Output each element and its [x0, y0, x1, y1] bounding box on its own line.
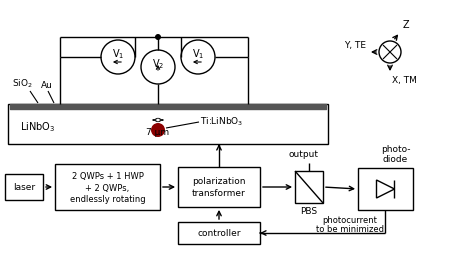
Text: laser: laser — [13, 183, 35, 192]
Text: photocurrent: photocurrent — [323, 216, 377, 225]
Text: PBS: PBS — [301, 207, 318, 216]
Bar — [295, 171, 323, 203]
Bar — [8, 104, 328, 144]
Text: X, TM: X, TM — [392, 76, 417, 85]
Text: output: output — [289, 150, 319, 159]
Circle shape — [151, 123, 165, 137]
Text: to be minimized: to be minimized — [316, 225, 384, 234]
Text: Ti:LiNbO$_3$: Ti:LiNbO$_3$ — [200, 116, 244, 128]
Text: photo-: photo- — [381, 145, 410, 154]
Bar — [178, 222, 260, 244]
Circle shape — [141, 50, 175, 84]
Circle shape — [101, 40, 135, 74]
Text: Au: Au — [41, 81, 53, 90]
Polygon shape — [376, 180, 394, 198]
Text: V$_1$: V$_1$ — [112, 47, 124, 61]
Text: 2 QWPs + 1 HWP: 2 QWPs + 1 HWP — [72, 172, 144, 182]
Bar — [5, 174, 43, 200]
Text: V$_1$: V$_1$ — [192, 47, 204, 61]
Bar — [178, 167, 260, 207]
Text: 7 µm: 7 µm — [146, 128, 170, 137]
Text: LiNbO$_3$: LiNbO$_3$ — [20, 120, 55, 134]
Circle shape — [379, 41, 401, 63]
Text: + 2 QWPs,: + 2 QWPs, — [85, 183, 129, 193]
Circle shape — [181, 40, 215, 74]
Text: polarization: polarization — [192, 177, 246, 185]
Circle shape — [155, 34, 161, 40]
Text: Z: Z — [403, 20, 410, 30]
Text: SiO$_2$: SiO$_2$ — [12, 78, 33, 90]
Text: controller: controller — [197, 228, 241, 237]
Text: diode: diode — [383, 155, 408, 164]
Text: transformer: transformer — [192, 188, 246, 198]
Bar — [55, 164, 160, 210]
Text: endlessly rotating: endlessly rotating — [70, 194, 146, 204]
Text: V$_2$: V$_2$ — [152, 57, 164, 71]
Bar — [358, 168, 413, 210]
Text: Y, TE: Y, TE — [344, 41, 366, 50]
